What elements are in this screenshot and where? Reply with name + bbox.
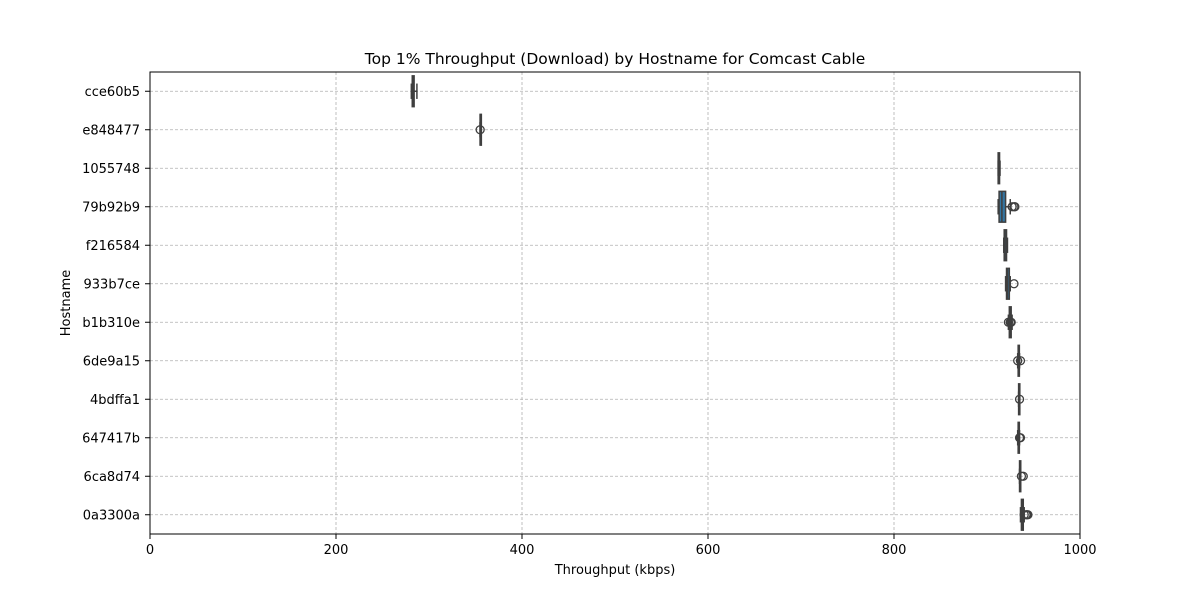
x-tick-label: 0: [146, 543, 154, 558]
outlier-point: [1013, 356, 1023, 366]
y-tick-label: 1055748: [82, 162, 140, 177]
box-647417b: [1014, 421, 1026, 454]
box-6ca8d74: [1016, 460, 1028, 493]
outlier-point: [1009, 279, 1019, 289]
y-tick-label: 0a3300a: [83, 508, 140, 523]
outlier-point: [1015, 433, 1026, 443]
outlier-point: [1006, 317, 1016, 327]
y-tick-label: f216584: [86, 239, 140, 254]
box-f216584: [1002, 229, 1009, 262]
y-tick-label: e848477: [82, 123, 140, 138]
outlier-point: [1015, 356, 1026, 366]
y-axis-ticks: cce60b5 e848477 1055748 79b92b9 f216584 933b7…: [82, 85, 150, 523]
box-933b7ce: [1004, 267, 1019, 300]
y-tick-label: 6de9a15: [83, 354, 140, 369]
y-tick-label: 6ca8d74: [84, 470, 140, 485]
y-tick-label: 647417b: [82, 431, 140, 446]
y-tick-label: b1b310e: [82, 316, 140, 331]
x-tick-label: 400: [510, 543, 535, 558]
x-axis-ticks: 0 200 400 600 800 1000: [146, 534, 1097, 558]
box-cce60b5: [410, 75, 418, 108]
box-6de9a15: [1013, 344, 1026, 377]
outlier-point: [1010, 202, 1020, 212]
outlier-point: [1023, 510, 1033, 520]
x-tick-label: 200: [324, 543, 349, 558]
box-79b92b9: [997, 190, 1020, 223]
y-tick-label: 4bdffa1: [90, 393, 140, 408]
grid-lines: [149, 72, 1081, 534]
box-0a3300a: [1019, 498, 1033, 531]
x-tick-label: 1000: [1063, 543, 1096, 558]
box-4bdffa1: [1014, 383, 1025, 416]
outlier-point: [1018, 471, 1028, 481]
box-plot-series: [410, 75, 1033, 531]
outlier-point: [1014, 394, 1025, 404]
y-tick-label: cce60b5: [85, 85, 140, 100]
x-tick-label: 800: [882, 543, 907, 558]
y-axis-label: Hostname: [59, 270, 74, 336]
y-tick-label: 79b92b9: [82, 200, 140, 215]
box-1055748: [997, 152, 1001, 185]
y-tick-label: 933b7ce: [84, 277, 140, 292]
plot-frame: [149, 71, 1081, 535]
box-b1b310e: [1003, 306, 1016, 339]
x-axis-label: Throughput (kbps): [554, 563, 676, 578]
x-tick-label: 600: [696, 543, 721, 558]
chart-title: Top 1% Throughput (Download) by Hostname…: [364, 50, 866, 68]
box-e848477: [475, 113, 485, 146]
outlier-point: [475, 125, 485, 135]
